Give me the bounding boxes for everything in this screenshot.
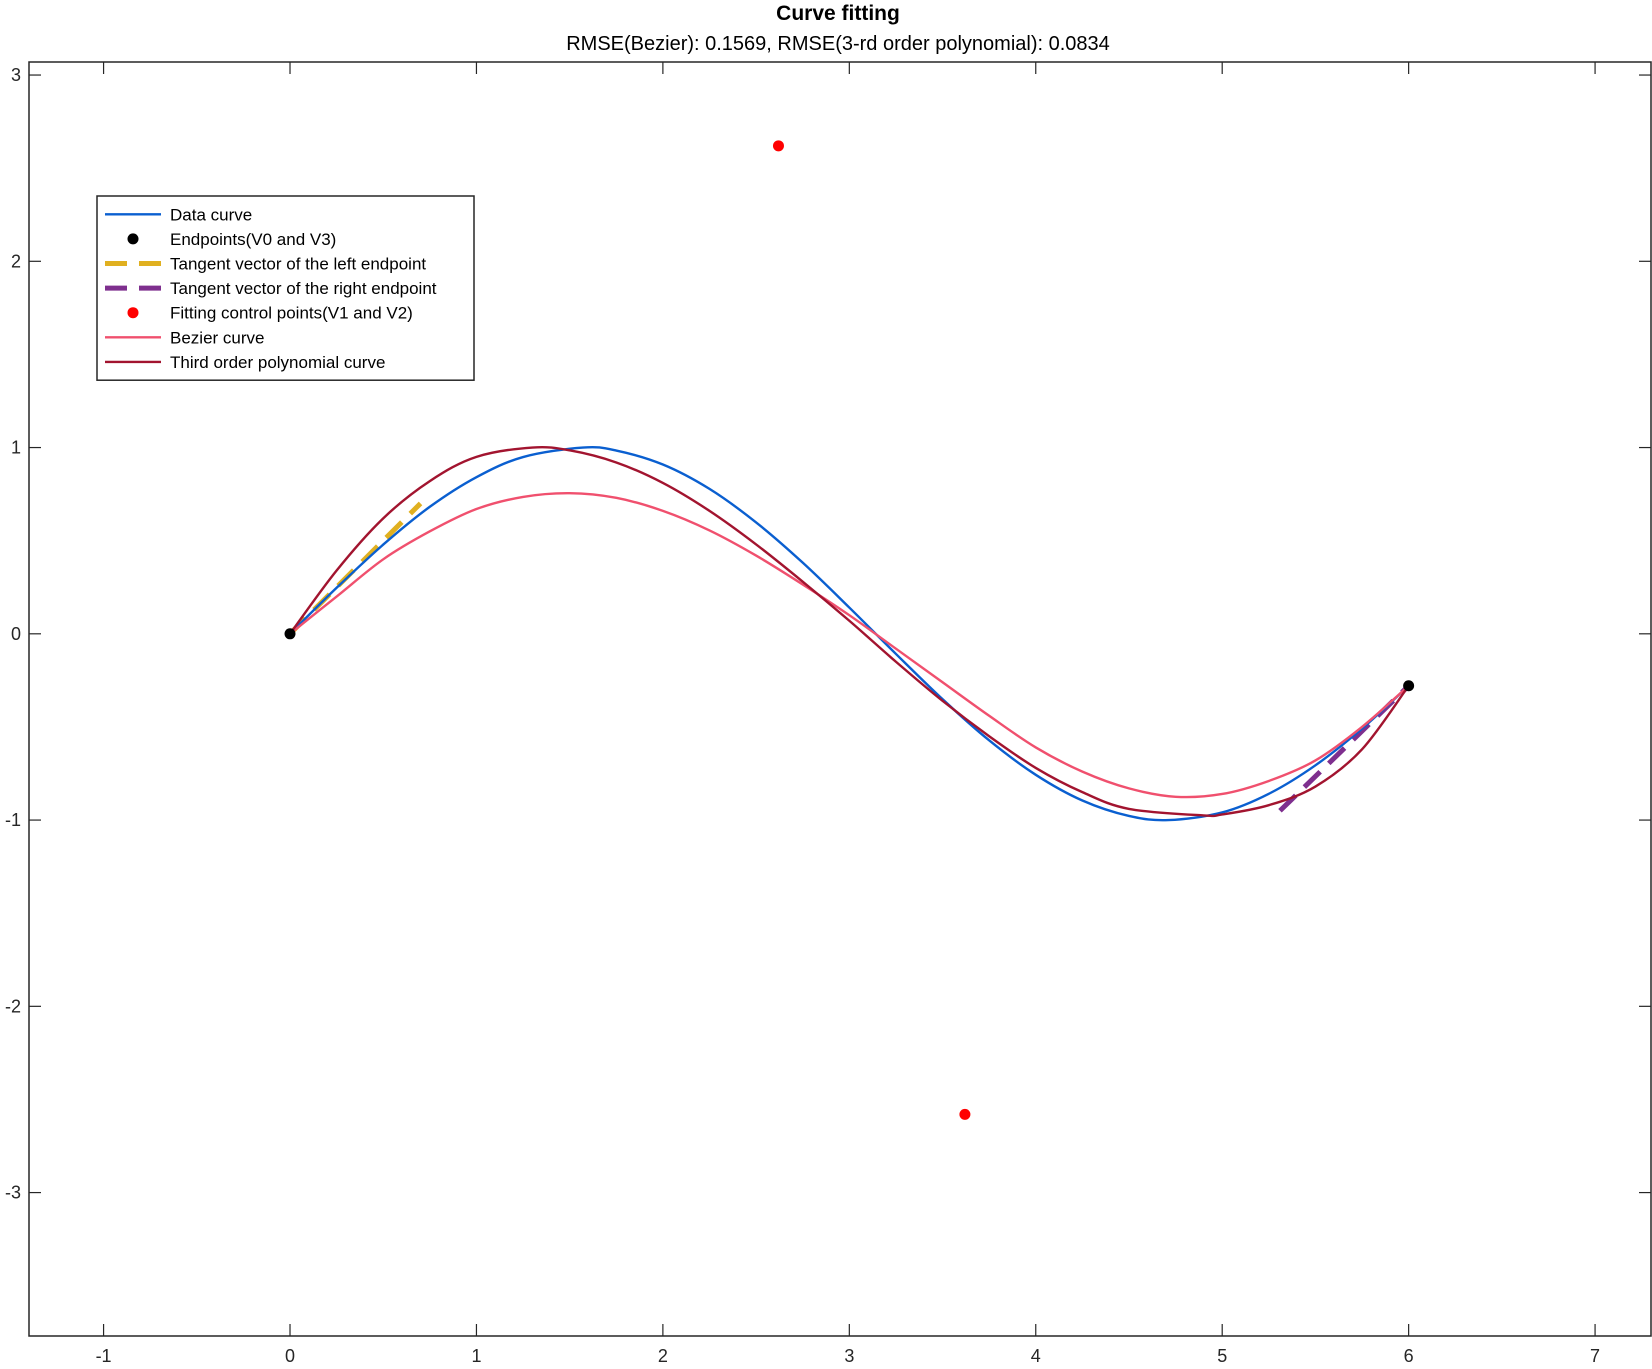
legend-item-third-order-polynomial-curve: Third order polynomial curve [105, 353, 385, 372]
point-fitting-control-points-v1-and-v2 [772, 140, 784, 152]
legend-label: Tangent vector of the left endpoint [170, 255, 426, 274]
legend-item-bezier-curve: Bezier curve [105, 328, 264, 347]
y-tick-label: 0 [11, 624, 21, 644]
legend-item-tangent-vector-of-the-right-endpoint: Tangent vector of the right endpoint [105, 279, 437, 298]
axes-box [28, 61, 1652, 1337]
legend-item-endpoints-v0-and-v3: Endpoints(V0 and V3) [127, 230, 336, 249]
x-tick-label: -1 [96, 1346, 112, 1366]
x-tick-label: 7 [1590, 1346, 1600, 1366]
x-tick-label: 0 [285, 1346, 295, 1366]
point-fitting-control-points-v1-and-v2 [959, 1108, 971, 1120]
legend-item-tangent-vector-of-the-left-endpoint: Tangent vector of the left endpoint [105, 255, 426, 274]
x-tick-label: 2 [658, 1346, 668, 1366]
legend-label: Bezier curve [170, 328, 264, 347]
legend-marker [127, 233, 139, 245]
point-endpoints-v0-and-v3 [284, 628, 296, 640]
axes-frame [28, 61, 1652, 1337]
legend-label: Data curve [170, 205, 252, 224]
legend: Data curve Endpoints(V0 and V3) Tangent ve… [96, 195, 475, 381]
y-tick-label: 1 [11, 438, 21, 458]
legend-label: Third order polynomial curve [170, 353, 385, 372]
series-line-data-curve [289, 445, 1410, 822]
point-endpoints-v0-and-v3 [1403, 680, 1415, 692]
axis-ticks: -1 0 1 2 3 4 5 6 7 -3 -2 -1 0 1 2 3 [5, 62, 1651, 1366]
legend-marker [127, 307, 139, 319]
x-tick-label: 4 [1031, 1346, 1041, 1366]
x-tick-label: 6 [1404, 1346, 1414, 1366]
x-tick-label: 5 [1217, 1346, 1227, 1366]
legend-item-fitting-control-points-v1-and-v2: Fitting control points(V1 and V2) [127, 304, 413, 323]
legend-label: Fitting control points(V1 and V2) [170, 304, 413, 323]
y-tick-label: 3 [11, 65, 21, 85]
x-tick-label: 1 [471, 1346, 481, 1366]
chart-subtitle: RMSE(Bezier): 0.1569, RMSE(3-rd order po… [566, 33, 1110, 55]
plot-area [284, 140, 1415, 1120]
series-line-bezier-curve [289, 491, 1410, 799]
legend-label: Tangent vector of the right endpoint [170, 279, 437, 298]
y-tick-label: 2 [11, 251, 21, 271]
y-tick-label: -2 [5, 996, 21, 1016]
chart-title: Curve fitting [776, 2, 900, 25]
y-tick-label: -1 [5, 810, 21, 830]
x-tick-label: 3 [844, 1346, 854, 1366]
legend-item-data-curve: Data curve [105, 205, 252, 224]
series-dashed-tangent-vector-of-the-left-endpoint [288, 501, 423, 636]
series-line-third-order-polynomial-curve [289, 445, 1410, 818]
y-tick-label: -3 [5, 1183, 21, 1203]
legend-label: Endpoints(V0 and V3) [170, 230, 336, 249]
